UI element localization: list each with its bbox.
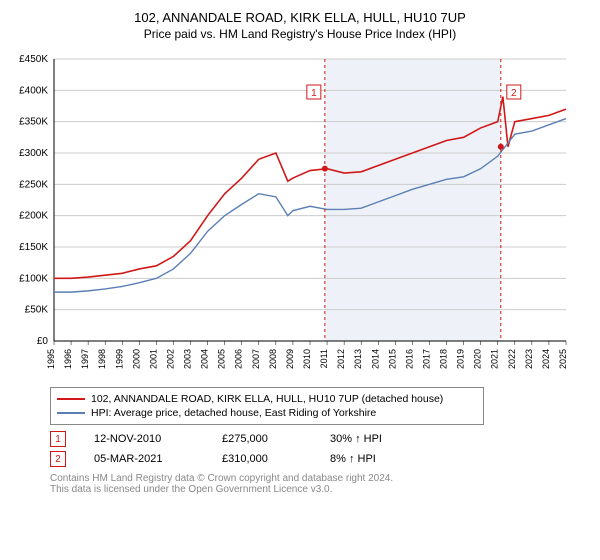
legend-row: 102, ANNANDALE ROAD, KIRK ELLA, HULL, HU… <box>57 392 477 406</box>
event-price: £310,000 <box>222 453 302 465</box>
svg-text:2022: 2022 <box>507 349 517 369</box>
svg-text:2003: 2003 <box>183 349 193 369</box>
footer-copyright: Contains HM Land Registry data © Crown c… <box>50 473 590 484</box>
svg-text:2001: 2001 <box>148 349 158 369</box>
svg-text:£100K: £100K <box>19 273 48 284</box>
event-delta: 8% ↑ HPI <box>330 453 376 465</box>
svg-text:2014: 2014 <box>370 349 380 369</box>
svg-text:2020: 2020 <box>473 349 483 369</box>
event-row: 2 05-MAR-2021 £310,000 8% ↑ HPI <box>50 451 590 467</box>
svg-text:2011: 2011 <box>319 349 329 368</box>
svg-text:£350K: £350K <box>19 117 48 128</box>
chart-legend: 102, ANNANDALE ROAD, KIRK ELLA, HULL, HU… <box>50 387 484 425</box>
svg-text:2007: 2007 <box>251 349 261 369</box>
svg-text:2009: 2009 <box>285 349 295 369</box>
price-chart: £0 £50K £100K £150K £200K £250K £300K £350K £400… <box>10 49 590 379</box>
svg-text:£200K: £200K <box>19 211 48 222</box>
chart-footer: Contains HM Land Registry data © Crown c… <box>50 473 590 495</box>
event-date: 12-NOV-2010 <box>94 433 194 445</box>
svg-text:2002: 2002 <box>165 349 175 369</box>
svg-text:£0: £0 <box>37 336 49 347</box>
svg-text:2010: 2010 <box>302 349 312 369</box>
svg-text:2: 2 <box>511 88 517 99</box>
svg-text:1998: 1998 <box>97 349 107 369</box>
svg-text:2017: 2017 <box>421 349 431 369</box>
legend-label: HPI: Average price, detached house, East… <box>91 407 376 419</box>
svg-text:£150K: £150K <box>19 242 48 253</box>
svg-text:£250K: £250K <box>19 179 48 190</box>
svg-text:2006: 2006 <box>234 349 244 369</box>
svg-text:1995: 1995 <box>46 349 56 369</box>
svg-text:2018: 2018 <box>439 349 449 369</box>
legend-swatch <box>57 412 85 414</box>
chart-header: 102, ANNANDALE ROAD, KIRK ELLA, HULL, HU… <box>10 10 590 41</box>
legend-row: HPI: Average price, detached house, East… <box>57 406 477 420</box>
svg-text:£450K: £450K <box>19 54 48 65</box>
svg-text:1999: 1999 <box>114 349 124 369</box>
svg-text:1: 1 <box>311 88 317 99</box>
event-marker: 1 <box>50 431 66 447</box>
svg-text:2016: 2016 <box>404 349 414 369</box>
svg-text:2025: 2025 <box>558 349 568 369</box>
svg-text:1996: 1996 <box>63 349 73 369</box>
footer-license: This data is licensed under the Open Gov… <box>50 484 590 495</box>
svg-text:£50K: £50K <box>25 305 49 316</box>
chart-title: 102, ANNANDALE ROAD, KIRK ELLA, HULL, HU… <box>10 10 590 25</box>
svg-text:2005: 2005 <box>217 349 227 369</box>
svg-text:£400K: £400K <box>19 85 48 96</box>
svg-text:2000: 2000 <box>131 349 141 369</box>
svg-text:2013: 2013 <box>353 349 363 369</box>
svg-text:1997: 1997 <box>80 349 90 369</box>
chart-subtitle: Price paid vs. HM Land Registry's House … <box>10 27 590 41</box>
legend-swatch <box>57 398 85 400</box>
svg-text:2012: 2012 <box>336 349 346 369</box>
svg-text:£300K: £300K <box>19 148 48 159</box>
svg-text:2004: 2004 <box>200 349 210 369</box>
event-delta: 30% ↑ HPI <box>330 433 382 445</box>
event-row: 1 12-NOV-2010 £275,000 30% ↑ HPI <box>50 431 590 447</box>
event-table: 1 12-NOV-2010 £275,000 30% ↑ HPI 2 05-MAR-202… <box>50 431 590 467</box>
legend-label: 102, ANNANDALE ROAD, KIRK ELLA, HULL, HU… <box>91 393 443 405</box>
svg-text:2015: 2015 <box>387 349 397 369</box>
event-price: £275,000 <box>222 433 302 445</box>
svg-text:2019: 2019 <box>456 349 466 369</box>
svg-text:2021: 2021 <box>490 349 500 369</box>
svg-text:2024: 2024 <box>541 349 551 369</box>
event-date: 05-MAR-2021 <box>94 453 194 465</box>
event-marker: 2 <box>50 451 66 467</box>
svg-text:2008: 2008 <box>268 349 278 369</box>
svg-text:2023: 2023 <box>524 349 534 369</box>
